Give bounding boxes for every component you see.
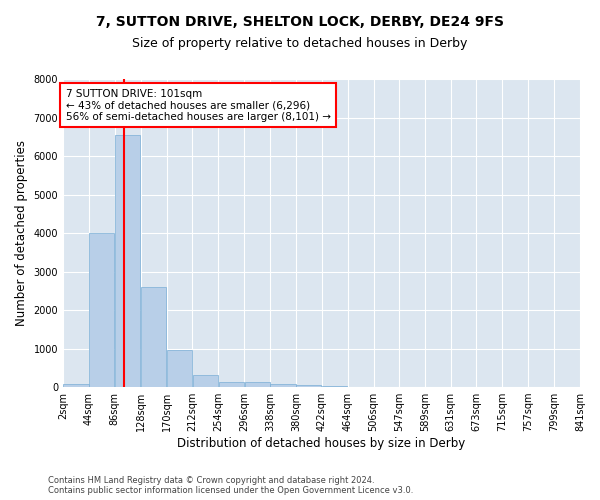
Bar: [141, 287, 166, 387]
Y-axis label: Number of detached properties: Number of detached properties: [15, 140, 28, 326]
Text: 7, SUTTON DRIVE, SHELTON LOCK, DERBY, DE24 9FS: 7, SUTTON DRIVE, SHELTON LOCK, DERBY, DE…: [96, 15, 504, 29]
Text: 7 SUTTON DRIVE: 101sqm
← 43% of detached houses are smaller (6,296)
56% of semi-: 7 SUTTON DRIVE: 101sqm ← 43% of detached…: [65, 88, 331, 122]
Bar: [245, 382, 269, 387]
Text: Size of property relative to detached houses in Derby: Size of property relative to detached ho…: [133, 38, 467, 51]
Bar: [64, 384, 89, 387]
Bar: [193, 375, 218, 387]
Bar: [115, 135, 140, 387]
Text: Contains public sector information licensed under the Open Government Licence v3: Contains public sector information licen…: [48, 486, 413, 495]
Bar: [219, 382, 244, 387]
Bar: [296, 385, 322, 387]
Bar: [322, 386, 347, 387]
Bar: [271, 384, 296, 387]
X-axis label: Distribution of detached houses by size in Derby: Distribution of detached houses by size …: [178, 437, 466, 450]
Bar: [167, 350, 192, 387]
Bar: [348, 386, 373, 387]
Text: Contains HM Land Registry data © Crown copyright and database right 2024.: Contains HM Land Registry data © Crown c…: [48, 476, 374, 485]
Bar: [89, 233, 115, 387]
